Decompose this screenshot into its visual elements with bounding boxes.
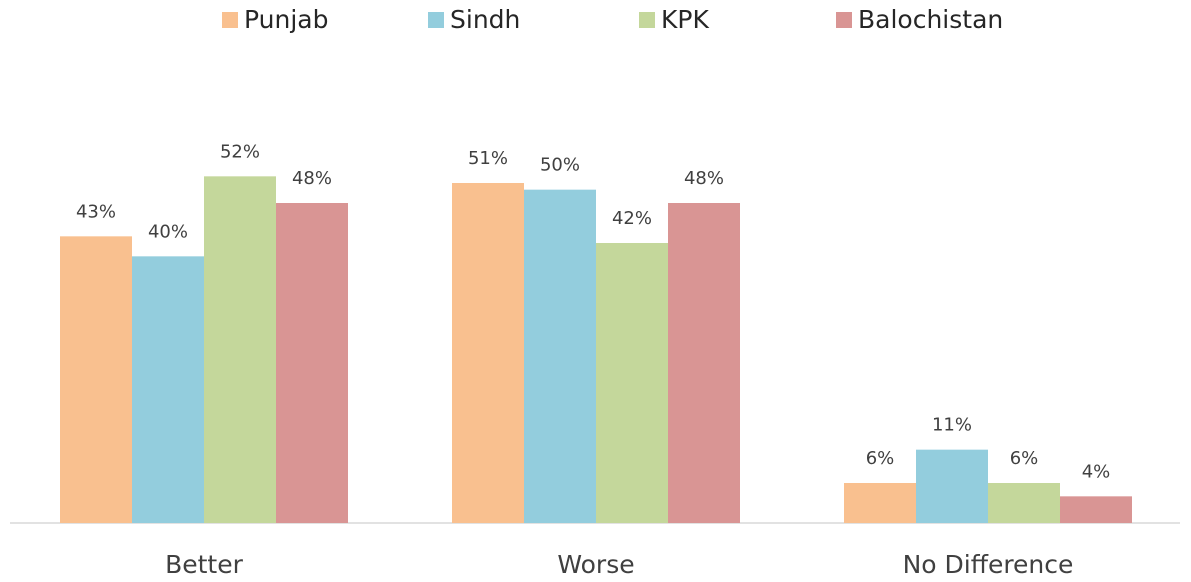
bar <box>60 236 132 524</box>
legend-label: Sindh <box>450 5 520 34</box>
value-label: 51% <box>468 148 508 169</box>
value-label: 11% <box>932 415 972 436</box>
bar <box>524 189 596 523</box>
x-tick-label: Worse <box>557 550 634 579</box>
bar <box>844 483 916 523</box>
legend-label: Balochistan <box>858 5 1003 34</box>
value-label: 52% <box>220 141 260 162</box>
legend-swatch <box>222 12 238 28</box>
bar <box>132 256 204 523</box>
value-label: 50% <box>540 155 580 176</box>
bar <box>596 243 668 523</box>
bar <box>204 176 276 524</box>
legend-label: Punjab <box>244 5 328 34</box>
bar <box>1060 496 1132 523</box>
bar <box>916 449 988 523</box>
bar <box>668 203 740 523</box>
x-tick-label: Better <box>165 550 244 579</box>
legend-swatch <box>836 12 852 28</box>
value-label: 42% <box>612 208 652 229</box>
value-label: 4% <box>1082 461 1111 482</box>
value-label: 40% <box>148 221 188 242</box>
bar <box>988 483 1060 523</box>
legend-swatch <box>428 12 444 28</box>
x-tick-label: No Difference <box>903 550 1074 579</box>
bar <box>276 203 348 523</box>
bar <box>452 183 524 523</box>
value-label: 48% <box>684 168 724 189</box>
value-label: 43% <box>76 201 116 222</box>
value-label: 48% <box>292 168 332 189</box>
legend-swatch <box>639 12 655 28</box>
value-label: 6% <box>1010 448 1039 469</box>
legend-label: KPK <box>661 5 709 34</box>
value-label: 6% <box>866 448 895 469</box>
